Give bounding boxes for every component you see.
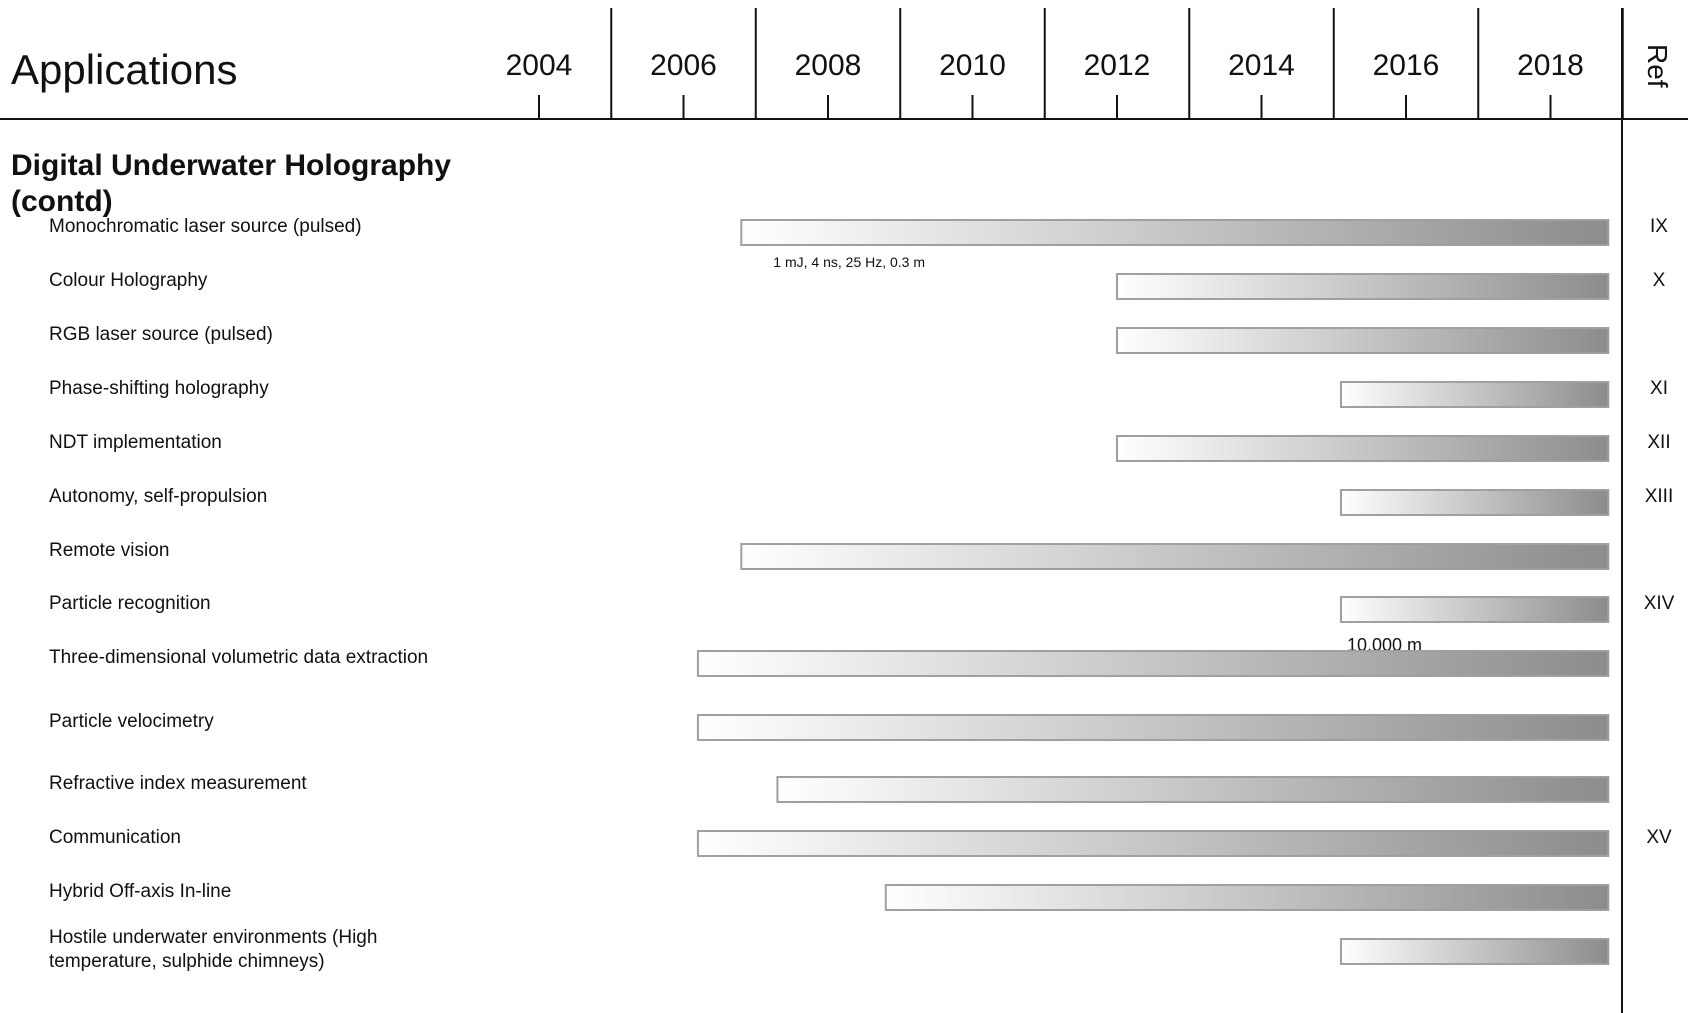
row-label: Monochromatic laser source (pulsed) bbox=[49, 216, 362, 237]
row-label: RGB laser source (pulsed) bbox=[49, 324, 273, 345]
row-label: Hostile underwater environments (High bbox=[49, 927, 377, 948]
ref-column-header: Ref bbox=[1642, 44, 1673, 88]
timeline-bar bbox=[698, 651, 1608, 676]
timeline-bar bbox=[1117, 436, 1608, 461]
row-label: Phase-shifting holography bbox=[49, 378, 269, 399]
bar-annotation: 1 mJ, 4 ns, 25 Hz, 0.3 m bbox=[773, 254, 925, 270]
row-ref: XII bbox=[1647, 432, 1670, 453]
row-label: Refractive index measurement bbox=[49, 773, 307, 794]
row-label: Colour Holography bbox=[49, 270, 208, 291]
timeline-row: Monochromatic laser source (pulsed) IX 1 m… bbox=[49, 216, 1668, 270]
year-tick-label: 2012 bbox=[1084, 49, 1151, 82]
timeline-bar bbox=[1341, 382, 1608, 407]
timeline-row: Particle velocimetry bbox=[49, 711, 1608, 740]
timeline-rows: Monochromatic laser source (pulsed) IX 1 m… bbox=[49, 216, 1675, 972]
timeline-bar bbox=[698, 715, 1608, 740]
year-tick-label: 2010 bbox=[939, 49, 1006, 82]
timeline-row: Communication XV bbox=[49, 827, 1672, 856]
row-ref: XIII bbox=[1645, 486, 1674, 507]
timeline-row: Hostile underwater environments (High tem… bbox=[49, 927, 1608, 972]
section-title: Digital Underwater Holography bbox=[11, 149, 451, 182]
timeline-bar bbox=[741, 220, 1608, 245]
row-label: Particle recognition bbox=[49, 593, 211, 614]
year-tick-label: 2014 bbox=[1228, 49, 1295, 82]
year-tick-label: 2016 bbox=[1373, 49, 1440, 82]
row-label: NDT implementation bbox=[49, 432, 222, 453]
year-tick-label: 2018 bbox=[1517, 49, 1584, 82]
timeline-bar bbox=[777, 777, 1608, 802]
timeline-row: Hybrid Off-axis In-line bbox=[49, 881, 1608, 910]
row-ref: IX bbox=[1650, 216, 1668, 237]
year-tick-label: 2006 bbox=[650, 49, 717, 82]
timeline-row: NDT implementation XII bbox=[49, 432, 1671, 461]
row-label: Three-dimensional volumetric data extrac… bbox=[49, 647, 428, 668]
timeline-row: Three-dimensional volumetric data extrac… bbox=[49, 647, 1608, 676]
row-ref: XV bbox=[1646, 827, 1672, 848]
row-label-continued: temperature, sulphide chimneys) bbox=[49, 951, 325, 972]
section-title-contd: (contd) bbox=[11, 185, 113, 218]
row-label: Communication bbox=[49, 827, 181, 848]
timeline-bar bbox=[1117, 328, 1608, 353]
row-ref: XI bbox=[1650, 378, 1668, 399]
header-title: Applications bbox=[11, 46, 237, 93]
row-ref: X bbox=[1653, 270, 1666, 291]
row-label: Particle velocimetry bbox=[49, 711, 214, 732]
year-axis: 2004 2006 2008 2010 2012 2014 2016 2018 bbox=[506, 8, 1623, 119]
row-ref: XIV bbox=[1644, 593, 1675, 614]
timeline-row: RGB laser source (pulsed) bbox=[49, 324, 1608, 353]
timeline-row: Autonomy, self-propulsion XIII bbox=[49, 486, 1673, 515]
timeline-bar bbox=[1117, 274, 1608, 299]
row-label: Remote vision bbox=[49, 540, 169, 561]
row-label: Autonomy, self-propulsion bbox=[49, 486, 267, 507]
timeline-row: Colour Holography X bbox=[49, 270, 1666, 299]
year-tick-label: 2004 bbox=[506, 49, 573, 82]
timeline-row: Phase-shifting holography XI bbox=[49, 378, 1668, 407]
timeline-bar bbox=[1341, 490, 1608, 515]
timeline-row: Remote vision bbox=[49, 540, 1608, 569]
timeline-bar bbox=[1341, 939, 1608, 964]
timeline-bar bbox=[698, 831, 1608, 856]
year-tick-label: 2008 bbox=[795, 49, 862, 82]
timeline-row: Refractive index measurement bbox=[49, 773, 1608, 802]
timeline-bar bbox=[1341, 597, 1608, 622]
timeline-bar bbox=[886, 885, 1609, 910]
row-label: Hybrid Off-axis In-line bbox=[49, 881, 231, 902]
timeline-bar bbox=[741, 544, 1608, 569]
